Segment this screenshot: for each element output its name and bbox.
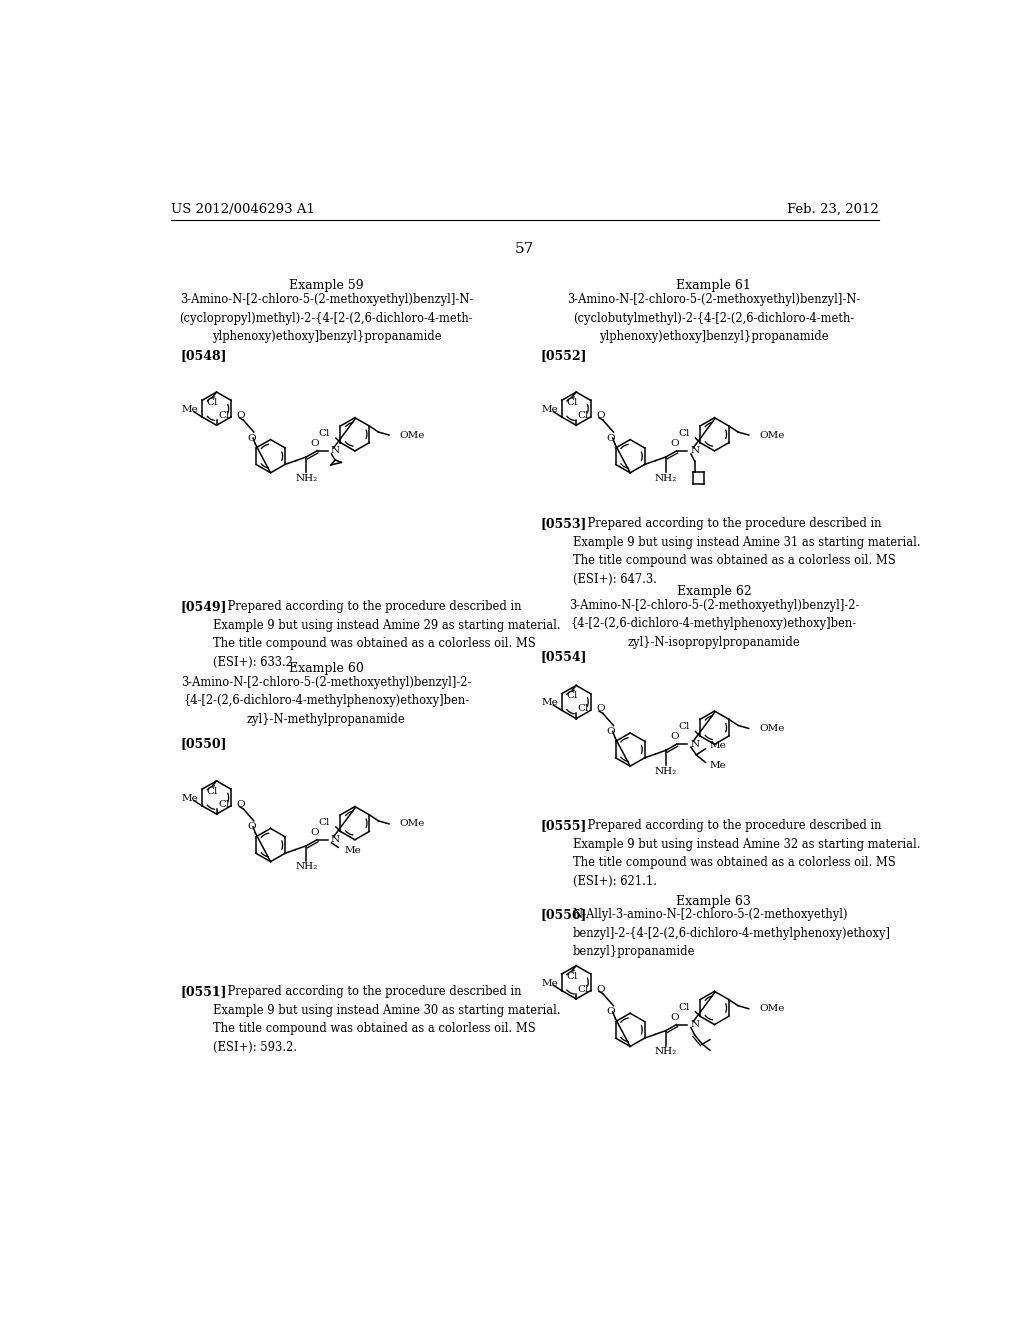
Text: [0551]: [0551] [180, 985, 227, 998]
Text: O: O [310, 438, 318, 447]
Text: Cl: Cl [678, 722, 689, 731]
Text: Example 61: Example 61 [677, 280, 752, 292]
Text: Feb. 23, 2012: Feb. 23, 2012 [787, 203, 879, 216]
Text: Me: Me [181, 793, 199, 803]
Text: [0548]: [0548] [180, 350, 227, 363]
Text: OMe: OMe [399, 430, 425, 440]
Text: O: O [247, 822, 256, 832]
Text: N: N [331, 446, 340, 455]
Text: 3-Amino-N-[2-chloro-5-(2-methoxyethyl)benzyl]-N-
(cyclobutylmethyl)-2-{4-[2-(2,6: 3-Amino-N-[2-chloro-5-(2-methoxyethyl)be… [567, 293, 860, 343]
Text: Prepared according to the procedure described in
Example 9 but using instead Ami: Prepared according to the procedure desc… [572, 818, 921, 887]
Text: OMe: OMe [760, 1005, 784, 1014]
Text: Me: Me [181, 405, 199, 414]
Text: O: O [670, 733, 679, 742]
Text: NH₂: NH₂ [295, 474, 317, 483]
Text: O: O [310, 828, 318, 837]
Text: Example 62: Example 62 [677, 585, 752, 598]
Text: O: O [237, 800, 245, 809]
Text: Example 63: Example 63 [677, 895, 752, 908]
Text: N: N [331, 836, 340, 845]
Text: Cl: Cl [318, 818, 330, 826]
Text: Cl: Cl [566, 399, 578, 407]
Text: Cl: Cl [207, 399, 218, 407]
Text: NH₂: NH₂ [295, 862, 317, 871]
Text: Cl: Cl [218, 411, 229, 420]
Text: Me: Me [344, 846, 361, 855]
Text: [0553]: [0553] [541, 517, 587, 531]
Text: Prepared according to the procedure described in
Example 9 but using instead Ami: Prepared according to the procedure desc… [572, 517, 921, 586]
Text: [0556]: [0556] [541, 908, 587, 921]
Text: O: O [247, 433, 256, 442]
Text: Prepared according to the procedure described in
Example 9 but using instead Ami: Prepared according to the procedure desc… [213, 985, 561, 1053]
Text: O: O [670, 438, 679, 447]
Text: O: O [607, 727, 615, 737]
Text: Cl: Cl [566, 692, 578, 701]
Text: Cl: Cl [318, 429, 330, 438]
Text: OMe: OMe [760, 723, 784, 733]
Text: Me: Me [542, 405, 558, 414]
Text: Me: Me [710, 742, 727, 750]
Text: Cl: Cl [566, 972, 578, 981]
Text: O: O [596, 985, 604, 994]
Text: Me: Me [542, 978, 558, 987]
Text: 3-Amino-N-[2-chloro-5-(2-methoxyethyl)benzyl]-2-
{4-[2-(2,6-dichloro-4-methylphe: 3-Amino-N-[2-chloro-5-(2-methoxyethyl)be… [568, 599, 859, 649]
Text: 3-Amino-N-[2-chloro-5-(2-methoxyethyl)benzyl]-N-
(cyclopropyl)methyl)-2-{4-[2-(2: 3-Amino-N-[2-chloro-5-(2-methoxyethyl)be… [179, 293, 473, 343]
Text: NH₂: NH₂ [654, 474, 677, 483]
Text: O: O [596, 705, 604, 713]
Text: Me: Me [710, 760, 727, 770]
Text: Prepared according to the procedure described in
Example 9 but using instead Ami: Prepared according to the procedure desc… [213, 601, 561, 669]
Text: [0555]: [0555] [541, 818, 587, 832]
Text: OMe: OMe [399, 820, 425, 829]
Text: Cl: Cl [578, 411, 589, 420]
Text: Cl: Cl [207, 787, 218, 796]
Text: Cl: Cl [678, 1003, 689, 1011]
Text: O: O [607, 433, 615, 442]
Text: N: N [690, 739, 699, 748]
Text: Cl: Cl [578, 985, 589, 994]
Text: O: O [596, 411, 604, 420]
Text: O: O [237, 411, 245, 420]
Text: N: N [690, 1020, 699, 1030]
Text: Cl: Cl [578, 705, 589, 713]
Text: OMe: OMe [760, 430, 784, 440]
Text: [0549]: [0549] [180, 601, 227, 614]
Text: US 2012/0046293 A1: US 2012/0046293 A1 [171, 203, 314, 216]
Text: 3-Amino-N-[2-chloro-5-(2-methoxyethyl)benzyl]-2-
{4-[2-(2,6-dichloro-4-methylphe: 3-Amino-N-[2-chloro-5-(2-methoxyethyl)be… [181, 676, 472, 726]
Text: Example 59: Example 59 [289, 280, 364, 292]
Text: [0550]: [0550] [180, 738, 227, 751]
Text: N-Allyl-3-amino-N-[2-chloro-5-(2-methoxyethyl)
benzyl]-2-{4-[2-(2,6-dichloro-4-m: N-Allyl-3-amino-N-[2-chloro-5-(2-methoxy… [572, 908, 891, 958]
Text: O: O [607, 1007, 615, 1016]
Text: O: O [670, 1012, 679, 1022]
Text: Cl: Cl [678, 429, 689, 438]
Text: Cl: Cl [218, 800, 229, 809]
Text: NH₂: NH₂ [654, 1047, 677, 1056]
Text: 57: 57 [515, 242, 535, 256]
Text: NH₂: NH₂ [654, 767, 677, 776]
Text: [0554]: [0554] [541, 649, 587, 663]
Text: [0552]: [0552] [541, 350, 587, 363]
Text: Me: Me [542, 698, 558, 708]
Text: Example 60: Example 60 [289, 663, 364, 675]
Text: N: N [690, 446, 699, 455]
